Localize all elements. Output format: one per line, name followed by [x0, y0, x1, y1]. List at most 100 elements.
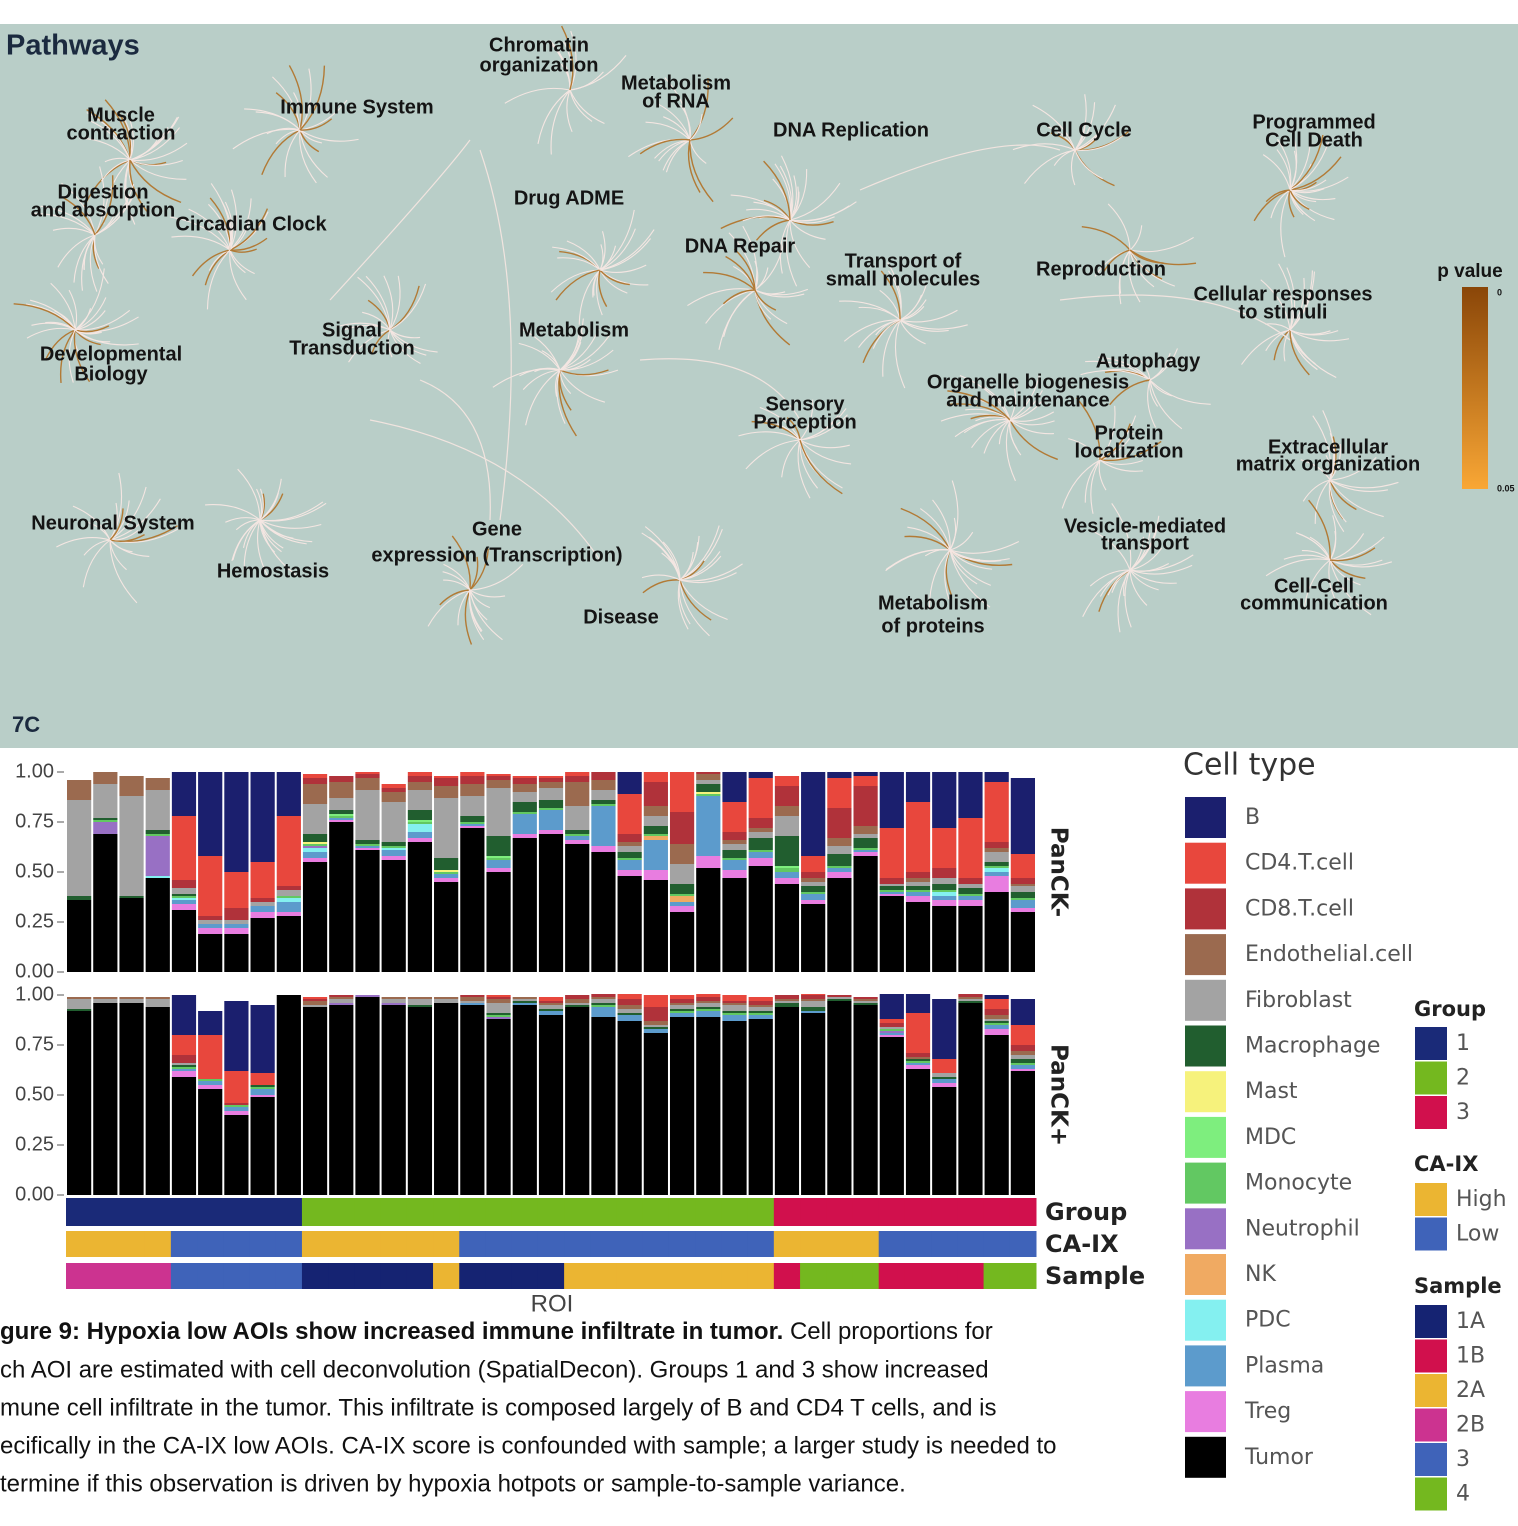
bar-segment — [985, 1015, 1009, 1019]
y-tick-label: 0.50 — [15, 1083, 54, 1105]
bar-segment — [486, 1015, 510, 1017]
bar-segment — [513, 997, 537, 999]
bar-segment — [1011, 886, 1035, 892]
bar-segment — [303, 774, 327, 778]
bar-segment — [251, 772, 275, 862]
y-tick-label: 0.75 — [15, 1033, 54, 1055]
bar-segment — [67, 800, 91, 896]
annotation-cell — [197, 1231, 224, 1257]
bar-segment — [696, 796, 720, 856]
bar-segment — [880, 1023, 904, 1027]
bar-segment — [539, 1011, 563, 1015]
bar-segment — [749, 1011, 773, 1013]
bar-segment — [1011, 892, 1035, 898]
bar-segment — [722, 1021, 746, 1195]
caption-line: ecifically in the CA-IX low AOIs. CA-IX … — [0, 1432, 1057, 1459]
legend-swatch — [1185, 1208, 1226, 1249]
legend-swatch — [1185, 797, 1226, 838]
bar-segment — [67, 780, 91, 800]
legend-label: 3 — [1456, 1447, 1470, 1472]
bar-segment — [277, 890, 301, 896]
bar-segment — [172, 1071, 196, 1077]
legend-label: B — [1245, 805, 1260, 830]
bar-segment — [224, 908, 248, 920]
bar-segment — [172, 1035, 196, 1055]
bar-segment — [618, 870, 642, 876]
pathway-label: Metabolism — [878, 592, 988, 614]
annotation-cell — [643, 1198, 670, 1226]
bar-segment — [696, 784, 720, 792]
bar-segment — [251, 1087, 275, 1089]
bar-segment — [670, 906, 694, 912]
facet-label: PanCK- — [1046, 827, 1072, 917]
bar-segment — [670, 1003, 694, 1005]
bar-segment — [644, 880, 668, 972]
bar-segment — [198, 1035, 222, 1079]
bar-segment — [932, 999, 956, 1059]
bar-segment — [329, 995, 353, 997]
bar-segment — [224, 1001, 248, 1071]
bar-segment — [146, 997, 170, 999]
pathway-label: and maintenance — [946, 389, 1109, 411]
bar-segment — [146, 830, 170, 834]
bar-segment — [460, 995, 484, 997]
bar-segment — [775, 806, 799, 816]
bar-segment — [486, 872, 510, 972]
bar-segment — [329, 818, 353, 820]
bar-segment — [801, 1007, 825, 1011]
pvalue-tick-label: 0.05 — [1497, 483, 1515, 493]
bar-segment — [329, 776, 353, 782]
annotation-cell — [459, 1231, 486, 1257]
bar-segment — [644, 782, 668, 806]
bar-segment — [801, 766, 825, 856]
bar-segment — [93, 820, 117, 822]
legend-label: 1 — [1456, 1031, 1470, 1056]
bar-segment — [722, 1005, 746, 1011]
bar-segment — [303, 858, 327, 862]
bar-segment — [801, 1013, 825, 1195]
bar-segment — [932, 1087, 956, 1195]
bar-segment — [722, 860, 746, 870]
bar-segment — [801, 904, 825, 972]
bar-segment — [985, 892, 1009, 972]
bar-segment — [198, 1085, 222, 1089]
y-tick-label: 1.00 — [15, 983, 54, 1005]
legend-swatch — [1415, 1478, 1447, 1511]
legend-swatch — [1185, 1026, 1226, 1067]
bar-segment — [932, 1059, 956, 1073]
bar-segment — [224, 1105, 248, 1107]
bar-segment — [539, 808, 563, 810]
bar-segment — [853, 852, 877, 856]
bar-segment — [722, 1015, 746, 1021]
bar-segment — [329, 820, 353, 822]
bar-segment — [198, 1079, 222, 1081]
bar-segment — [93, 772, 117, 784]
bar-segment — [958, 993, 982, 997]
caption-line: ch AOI are estimated with cell deconvolu… — [0, 1356, 989, 1383]
bar-segment — [932, 878, 956, 884]
pathway-label: DNA Replication — [773, 119, 929, 141]
bar-segment — [408, 782, 432, 790]
bar-segment — [93, 818, 117, 820]
bar-segment — [303, 834, 327, 842]
bar-segment — [644, 1029, 668, 1033]
bar-segment — [958, 999, 982, 1001]
bar-segment — [801, 886, 825, 892]
bar-segment — [801, 900, 825, 904]
bar-segment — [408, 822, 432, 824]
bar-segment — [985, 1021, 1009, 1023]
bar-segment — [985, 848, 1009, 852]
bar-segment — [565, 776, 589, 782]
pathway-label: to stimuli — [1239, 301, 1328, 323]
bar-segment — [539, 776, 563, 778]
bar-segment — [853, 838, 877, 848]
bar-segment — [775, 786, 799, 806]
bar-segment — [618, 794, 642, 834]
y-tick-label: 0.00 — [15, 1183, 54, 1205]
legend-swatch — [1185, 1117, 1226, 1158]
legend-label: CD8.T.cell — [1245, 896, 1354, 921]
bar-segment — [277, 898, 301, 902]
bar-segment — [722, 1013, 746, 1015]
annotation-cell — [984, 1231, 1011, 1257]
bar-segment — [906, 1059, 930, 1061]
